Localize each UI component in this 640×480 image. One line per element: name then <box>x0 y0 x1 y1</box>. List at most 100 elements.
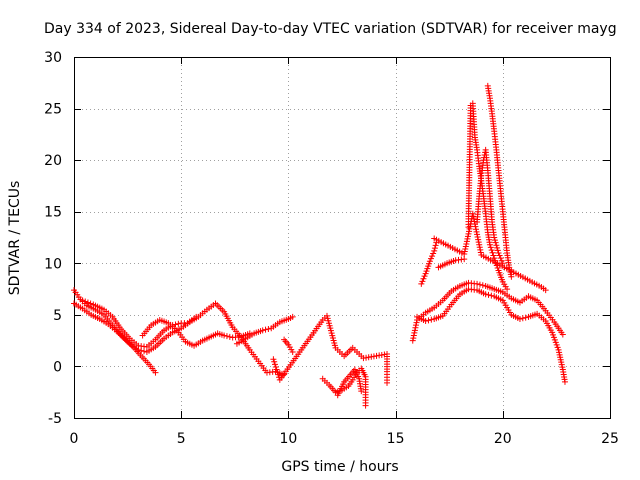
data-point-marker <box>492 239 499 246</box>
data-point-marker <box>497 255 504 262</box>
data-point-marker <box>431 245 438 252</box>
series-track-d <box>139 317 253 349</box>
x-tick-label: 0 <box>70 431 79 447</box>
data-points <box>71 82 568 409</box>
data-point-marker <box>522 314 529 321</box>
data-point-marker <box>463 240 470 247</box>
data-point-marker <box>494 244 501 251</box>
data-point-marker <box>487 244 494 251</box>
data-point-marker <box>559 331 566 338</box>
data-point-marker <box>496 252 503 259</box>
data-point-marker <box>552 339 559 346</box>
data-point-marker <box>477 249 484 256</box>
data-point-marker <box>465 230 472 237</box>
data-point-marker <box>175 320 182 327</box>
data-point-marker <box>469 210 476 217</box>
data-point-marker <box>549 329 556 336</box>
data-point-marker <box>79 297 86 304</box>
data-point-marker <box>409 337 416 344</box>
y-axis-tick-labels: -5 0 5 10 15 20 25 30 <box>44 50 62 427</box>
series-track-f <box>281 336 296 355</box>
data-point-marker <box>473 226 479 233</box>
data-point-marker <box>274 369 281 376</box>
data-point-marker <box>494 247 501 254</box>
data-point-marker <box>223 333 230 340</box>
data-point-marker <box>475 239 482 246</box>
series-track-e <box>233 313 296 347</box>
data-point-marker <box>87 300 94 307</box>
data-point-marker <box>259 327 266 334</box>
plot-frame <box>74 57 611 419</box>
data-point-marker <box>471 221 478 228</box>
y-axis-label: SDTVAR / TECUs <box>7 181 23 296</box>
series-track-j <box>414 286 568 385</box>
x-axis-tick-labels: 0 5 10 15 20 25 <box>70 431 619 447</box>
series-track-k <box>418 239 440 287</box>
data-point-marker <box>221 332 228 339</box>
data-point-marker <box>519 315 526 322</box>
y-tick-label: 5 <box>53 308 62 324</box>
data-point-marker <box>422 318 429 325</box>
data-point-marker <box>464 235 471 242</box>
x-axis-label: GPS time / hours <box>281 459 398 475</box>
data-point-marker <box>430 250 437 257</box>
data-point-marker <box>358 388 365 395</box>
x-tick-label: 5 <box>177 431 186 447</box>
data-point-marker <box>466 225 473 232</box>
series-sparse-b <box>431 210 549 294</box>
data-point-marker <box>550 331 557 338</box>
series-track-o <box>474 146 506 267</box>
x-tick-label: 20 <box>494 431 512 447</box>
data-point-marker <box>464 233 471 240</box>
data-point-marker <box>289 313 296 320</box>
data-point-marker <box>428 316 435 323</box>
data-point-marker <box>486 241 493 248</box>
data-point-marker <box>561 378 568 385</box>
y-tick-label: -5 <box>48 411 62 427</box>
data-point-marker <box>273 366 280 373</box>
data-point-marker <box>490 252 497 259</box>
data-point-marker <box>551 336 558 343</box>
data-point-marker <box>429 253 436 260</box>
y-tick-label: 15 <box>44 205 62 221</box>
data-point-marker <box>474 280 481 287</box>
data-point-marker <box>462 245 469 252</box>
data-point-marker <box>516 315 523 322</box>
data-point-marker <box>82 298 89 305</box>
data-point-marker <box>431 247 438 254</box>
data-point-marker <box>289 348 296 355</box>
data-point-marker <box>467 223 474 230</box>
data-point-marker <box>498 257 505 264</box>
data-point-marker <box>495 249 502 256</box>
axis-ticks <box>74 57 611 419</box>
data-point-marker <box>412 324 419 331</box>
series-track-g <box>319 365 369 409</box>
data-point-marker <box>489 249 496 256</box>
data-point-marker <box>474 231 481 238</box>
data-point-marker <box>275 371 282 378</box>
data-point-marker <box>461 256 468 263</box>
y-tick-label: 10 <box>44 256 62 272</box>
data-point-marker <box>482 291 489 298</box>
data-point-marker <box>152 369 159 376</box>
data-point-marker <box>270 356 277 363</box>
data-point-marker <box>461 251 468 258</box>
data-point-marker <box>542 287 549 294</box>
data-point-marker <box>421 273 428 280</box>
series-track-h <box>334 366 365 399</box>
data-point-marker <box>488 292 495 299</box>
data-point-marker <box>419 278 426 285</box>
grid-lines <box>74 57 610 418</box>
data-point-marker <box>426 258 433 265</box>
data-point-marker <box>411 329 418 336</box>
series-track-b <box>71 300 159 376</box>
data-point-marker <box>491 237 498 244</box>
chart-title: Day 334 of 2023, Sidereal Day-to-day VTE… <box>44 21 617 37</box>
data-point-marker <box>420 275 427 282</box>
data-point-marker <box>470 215 477 222</box>
data-point-marker <box>466 228 473 235</box>
data-point-marker <box>413 319 420 326</box>
series-sparse-a <box>270 312 391 386</box>
data-point-marker <box>488 247 495 254</box>
x-tick-label: 15 <box>387 431 405 447</box>
